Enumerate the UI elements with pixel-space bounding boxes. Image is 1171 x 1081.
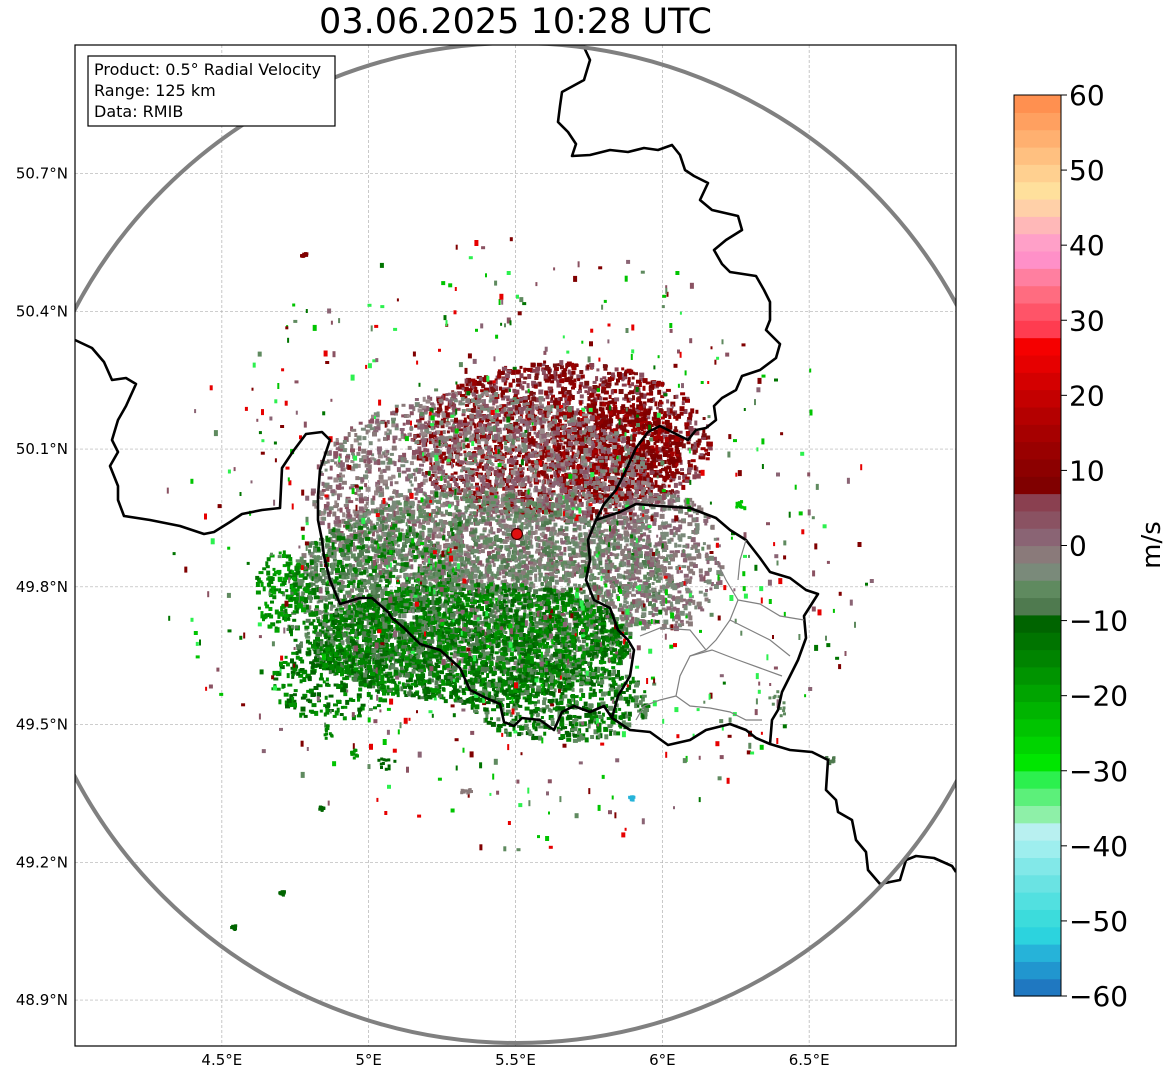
colorbar-segment (1014, 944, 1061, 962)
colorbar-segment (1014, 458, 1061, 477)
lon-tick-label: 6.5°E (789, 1051, 830, 1069)
colorbar-tick-label: −40 (1069, 830, 1128, 863)
colorbar-segment (1014, 510, 1061, 529)
colorbar-segment (1014, 528, 1061, 547)
colorbar-segment (1014, 129, 1061, 148)
lat-tick-label: 50.1°N (16, 440, 68, 458)
colorbar-segment (1014, 822, 1061, 841)
colorbar-tick-label: 50 (1069, 154, 1105, 187)
belgium-luxembourg-border-north (75, 45, 782, 732)
colorbar-segment (1014, 857, 1061, 876)
colorbar-segment (1014, 268, 1061, 287)
colorbar-segment (1014, 874, 1061, 893)
colorbar-segment (1014, 493, 1061, 512)
colorbar-segment (1014, 632, 1061, 651)
luxembourg-border-south (611, 716, 956, 886)
lon-tick-label: 6°E (649, 1051, 676, 1069)
colorbar-segment (1014, 95, 1061, 113)
colorbar-segment (1014, 978, 1061, 997)
colorbar-segment (1014, 770, 1061, 789)
colorbar-segment (1014, 805, 1061, 824)
lat-tick-label: 50.4°N (16, 302, 68, 320)
latitude-tick-labels: 48.9°N 49.2°N 49.5°N 49.8°N 50.1°N 50.4°N 50.7… (16, 165, 68, 1010)
colorbar-segment (1014, 112, 1061, 131)
colorbar-segment (1014, 562, 1061, 581)
colorbar-segment (1014, 476, 1061, 495)
colorbar-tick-label: −20 (1069, 680, 1128, 713)
lat-tick-label: 49.5°N (16, 716, 68, 734)
lat-tick-label: 48.9°N (16, 991, 68, 1009)
radar-site-marker (510, 527, 524, 541)
colorbar-segment (1014, 736, 1061, 755)
colorbar-tick-label: 40 (1069, 229, 1105, 262)
lat-tick-label: 50.7°N (16, 165, 68, 183)
colorbar-segment (1014, 701, 1061, 720)
colorbar-segment (1014, 545, 1061, 564)
colorbar-segment (1014, 441, 1061, 460)
colorbar-segment (1014, 198, 1061, 217)
lon-tick-label: 5°E (355, 1051, 382, 1069)
colorbar-segment (1014, 926, 1061, 945)
radar-range-ring (75, 45, 956, 1045)
colorbar-segment (1014, 788, 1061, 807)
lat-tick-label: 49.8°N (16, 578, 68, 596)
colorbar-segment (1014, 164, 1061, 183)
colorbar-tick-labels: 60 50 40 30 20 10 0 −10 −20 −30 −40 −50 −60 (1061, 79, 1128, 1013)
colorbar-segment (1014, 614, 1061, 633)
colorbar-tick-label: 60 (1069, 79, 1105, 112)
lon-tick-label: 4.5°E (201, 1051, 242, 1069)
colorbar-segment (1014, 753, 1061, 772)
colorbar-segment (1014, 285, 1061, 304)
colorbar-segment (1014, 320, 1061, 339)
colorbar-segment (1014, 216, 1061, 235)
colorbar-tick-label: 20 (1069, 379, 1105, 412)
info-range: Range: 125 km (94, 81, 216, 100)
colorbar-segment (1014, 666, 1061, 685)
colorbar-segment (1014, 961, 1061, 980)
longitude-tick-labels: 4.5°E 5°E 5.5°E 6°E 6.5°E (201, 1051, 829, 1069)
colorbar-segment (1014, 250, 1061, 269)
map-title: 03.06.2025 10:28 UTC (319, 2, 712, 42)
luxembourg-canton-borders (635, 539, 805, 721)
colorbar-segment (1014, 840, 1061, 858)
colorbar-segment (1014, 580, 1061, 599)
colorbar-segment (1014, 909, 1061, 928)
colorbar-tick-label: −30 (1069, 755, 1128, 788)
lon-tick-label: 5.5°E (495, 1051, 536, 1069)
colorbar-tick-label: 30 (1069, 304, 1105, 337)
colorbar-tick-label: 0 (1069, 530, 1087, 563)
colorbar-tick-label: −10 (1069, 605, 1128, 638)
colorbar-segment (1014, 233, 1061, 252)
lat-tick-label: 49.2°N (16, 853, 68, 871)
colorbar-segment (1014, 597, 1061, 616)
velocity-colorbar (1014, 95, 1061, 997)
info-data-source: Data: RMIB (94, 102, 183, 121)
colorbar-segment (1014, 389, 1061, 408)
colorbar-tick-label: −50 (1069, 905, 1128, 938)
colorbar-segment (1014, 892, 1061, 910)
info-product: Product: 0.5° Radial Velocity (94, 60, 321, 79)
colorbar-segment (1014, 146, 1061, 165)
colorbar-segment (1014, 302, 1061, 321)
colorbar-segment (1014, 424, 1061, 443)
colorbar-tick-label: −60 (1069, 980, 1128, 1013)
colorbar-segment (1014, 718, 1061, 737)
colorbar-unit-label: m/s (1137, 521, 1167, 569)
radar-velocity-echoes (166, 237, 874, 931)
colorbar-segment (1014, 372, 1061, 391)
map-frame (74, 44, 957, 1047)
luxembourg-border-east (595, 502, 820, 745)
colorbar-segment (1014, 181, 1061, 200)
colorbar-segment (1014, 406, 1061, 425)
info-box: Product: 0.5° Radial Velocity Range: 125… (87, 55, 336, 127)
colorbar-segment (1014, 649, 1061, 668)
colorbar-segment (1014, 684, 1061, 703)
colorbar-tick-label: 10 (1069, 454, 1105, 487)
colorbar-segment (1014, 337, 1061, 356)
colorbar-segment (1014, 354, 1061, 373)
country-borders (75, 45, 956, 886)
